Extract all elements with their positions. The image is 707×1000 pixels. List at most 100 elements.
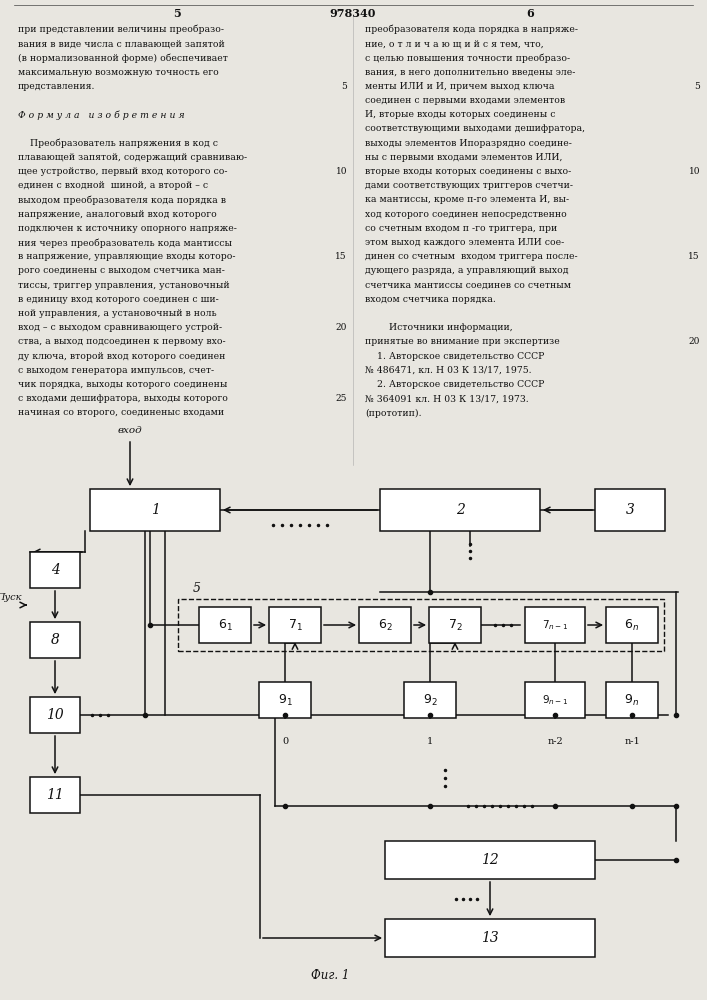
Text: соединен с первыми входами элементов: соединен с первыми входами элементов [365, 96, 565, 105]
Text: тиссы, триггер управления, установочный: тиссы, триггер управления, установочный [18, 281, 230, 290]
Text: (прототип).: (прототип). [365, 408, 421, 418]
Text: Пуск: Пуск [0, 592, 22, 601]
Text: 10: 10 [689, 167, 700, 176]
Text: вания, в него дополнительно введены эле-: вания, в него дополнительно введены эле- [365, 68, 575, 77]
Text: вход – с выходом сравнивающего устрой-: вход – с выходом сравнивающего устрой- [18, 323, 222, 332]
Text: этом выход каждого элемента ИЛИ сое-: этом выход каждого элемента ИЛИ сое- [365, 238, 564, 247]
Bar [30, 552, 80, 588]
Text: $6_n$: $6_n$ [624, 617, 640, 633]
Text: максимальную возможную точность его: максимальную возможную точность его [18, 68, 218, 77]
Text: со счетным входом п -го триггера, при: со счетным входом п -го триггера, при [365, 224, 557, 233]
Text: входом счетчика порядка.: входом счетчика порядка. [365, 295, 496, 304]
Text: счетчика мантиссы соединев со счетным: счетчика мантиссы соединев со счетным [365, 281, 571, 290]
Text: 978340: 978340 [329, 8, 376, 19]
Text: при представлении величины преобразо-: при представлении величины преобразо- [18, 25, 224, 34]
Text: Фиг. 1: Фиг. 1 [311, 969, 349, 982]
Text: выходом преобразователя кода порядка в: выходом преобразователя кода порядка в [18, 195, 226, 205]
Text: 0: 0 [282, 737, 288, 746]
Text: соответствующими выходами дешифратора,: соответствующими выходами дешифратора, [365, 124, 585, 133]
Text: выходы элементов Ипоразрядно соедине-: выходы элементов Ипоразрядно соедине- [365, 139, 572, 148]
Text: 6: 6 [526, 8, 534, 19]
Text: 3: 3 [626, 503, 634, 517]
Text: 1: 1 [151, 503, 160, 517]
Text: 1: 1 [427, 737, 433, 746]
Bar [595, 489, 665, 531]
Text: динен со счетным  входом триггера после-: динен со счетным входом триггера после- [365, 252, 578, 261]
Bar [525, 607, 585, 643]
Text: 8: 8 [51, 633, 59, 647]
Text: $7_2$: $7_2$ [448, 617, 462, 633]
Text: дами соответствующих триггеров счетчи-: дами соответствующих триггеров счетчи- [365, 181, 573, 190]
Text: 13: 13 [481, 931, 499, 945]
Bar [606, 607, 658, 643]
Text: в единицу вход которого соединен с ши-: в единицу вход которого соединен с ши- [18, 295, 218, 304]
Bar [259, 682, 311, 718]
Text: чик порядка, выходы которого соединены: чик порядка, выходы которого соединены [18, 380, 228, 389]
Text: 11: 11 [46, 788, 64, 802]
Text: 20: 20 [689, 337, 700, 346]
Text: n-2: n-2 [547, 737, 563, 746]
Text: 12: 12 [481, 853, 499, 867]
Bar [429, 607, 481, 643]
Bar [30, 697, 80, 733]
Text: вания в виде числа с плавающей запятой: вания в виде числа с плавающей запятой [18, 39, 225, 48]
Text: ход которого соединен непосредственно: ход которого соединен непосредственно [365, 210, 567, 219]
Bar [525, 682, 585, 718]
Text: ства, а выход подсоединен к первому вхо-: ства, а выход подсоединен к первому вхо- [18, 337, 226, 346]
Text: 15: 15 [335, 252, 347, 261]
Text: 20: 20 [336, 323, 347, 332]
Text: единен с входной  шиной, а второй – с: единен с входной шиной, а второй – с [18, 181, 208, 190]
Text: 15: 15 [689, 252, 700, 261]
Text: менты ИЛИ и И, причем выход ключа: менты ИЛИ и И, причем выход ключа [365, 82, 554, 91]
Text: рого соединены с выходом счетчика ман-: рого соединены с выходом счетчика ман- [18, 266, 225, 275]
Text: 5: 5 [341, 82, 347, 91]
Text: с выходом генератора импульсов, счет-: с выходом генератора импульсов, счет- [18, 366, 214, 375]
Text: И, вторые входы которых соединены с: И, вторые входы которых соединены с [365, 110, 556, 119]
Text: Источники информации,: Источники информации, [365, 323, 513, 332]
Text: начиная со второго, соединеныс входами: начиная со второго, соединеныс входами [18, 408, 224, 417]
Text: № 486471, кл. Н 03 К 13/17, 1975.: № 486471, кл. Н 03 К 13/17, 1975. [365, 366, 532, 375]
Text: напряжение, аналоговый вход которого: напряжение, аналоговый вход которого [18, 210, 217, 219]
Text: с входами дешифратора, выходы которого: с входами дешифратора, выходы которого [18, 394, 228, 403]
Bar [269, 607, 321, 643]
Bar [380, 489, 540, 531]
Bar [359, 607, 411, 643]
Text: 5: 5 [173, 8, 181, 19]
Text: 5: 5 [193, 582, 201, 595]
Text: 4: 4 [51, 563, 59, 577]
Text: 2. Авторское свидетельство СССР: 2. Авторское свидетельство СССР [365, 380, 544, 389]
Text: (в нормализованной форме) обеспечивает: (в нормализованной форме) обеспечивает [18, 53, 228, 63]
Text: 10: 10 [336, 167, 347, 176]
Text: ние, о т л и ч а ю щ и й с я тем, что,: ние, о т л и ч а ю щ и й с я тем, что, [365, 39, 544, 48]
Text: $7_{n-1}$: $7_{n-1}$ [542, 618, 568, 632]
Text: $6_1$: $6_1$ [218, 617, 233, 633]
Text: № 364091 кл. Н 03 К 13/17, 1973.: № 364091 кл. Н 03 К 13/17, 1973. [365, 394, 529, 403]
Text: $6_2$: $6_2$ [378, 617, 392, 633]
Bar [606, 682, 658, 718]
Bar [90, 489, 220, 531]
Text: щее устройство, первый вход которого со-: щее устройство, первый вход которого со- [18, 167, 228, 176]
Bar [178, 599, 664, 651]
Text: 1. Авторское свидетельство СССР: 1. Авторское свидетельство СССР [365, 352, 544, 361]
Text: в напряжение, управляющие входы которо-: в напряжение, управляющие входы которо- [18, 252, 235, 261]
Text: Ф о р м у л а   и з о б р е т е н и я: Ф о р м у л а и з о б р е т е н и я [18, 110, 185, 120]
Text: $7_1$: $7_1$ [288, 617, 303, 633]
Text: вторые входы которых соединены с выхо-: вторые входы которых соединены с выхо- [365, 167, 571, 176]
Text: вход: вход [117, 426, 142, 435]
Text: 10: 10 [46, 708, 64, 722]
Bar [385, 841, 595, 879]
Bar [404, 682, 456, 718]
Text: принятые во внимание при экспертизе: принятые во внимание при экспертизе [365, 337, 560, 346]
Text: с целью повышения точности преобразо-: с целью повышения точности преобразо- [365, 53, 570, 63]
Bar [199, 607, 251, 643]
Bar [30, 622, 80, 658]
Bar [385, 919, 595, 957]
Text: 2: 2 [455, 503, 464, 517]
Text: плавающей запятой, содержащий сравниваю-: плавающей запятой, содержащий сравниваю- [18, 153, 247, 162]
Text: 25: 25 [336, 394, 347, 403]
Bar [30, 777, 80, 813]
Text: $9_1$: $9_1$ [278, 692, 293, 708]
Text: ной управления, а установочный в ноль: ной управления, а установочный в ноль [18, 309, 216, 318]
Text: ка мантиссы, кроме п-го элемента И, вы-: ка мантиссы, кроме п-го элемента И, вы- [365, 195, 569, 204]
Text: подключен к источнику опорного напряже-: подключен к источнику опорного напряже- [18, 224, 237, 233]
